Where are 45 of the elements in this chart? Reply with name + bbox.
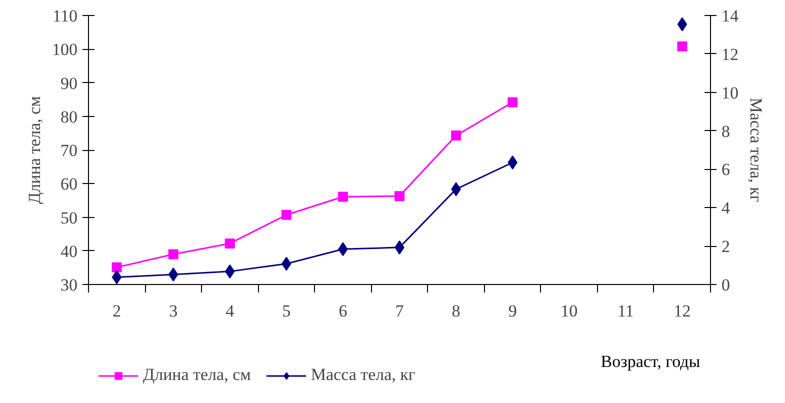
y2-tick-label: 8 (722, 122, 730, 141)
y-tick-label: 90 (60, 74, 78, 93)
legend-label: Масса тела, кг (310, 365, 416, 385)
point (677, 17, 688, 32)
y-tick-label: 80 (60, 107, 78, 126)
y2-tick-label: 6 (722, 160, 730, 180)
y2-tick-label: 14 (722, 6, 739, 26)
point (338, 192, 348, 202)
y-tick-label: 110 (52, 6, 78, 26)
x-tick-label: 12 (674, 302, 691, 320)
x-axis-title: Возраст, годы (600, 352, 701, 371)
x-tick-label: 9 (508, 302, 517, 320)
point (677, 41, 688, 52)
point (224, 238, 235, 248)
point (112, 270, 122, 284)
y-tick-label: 70 (60, 141, 78, 160)
point (508, 97, 518, 108)
legend-label: Длина тела, см (143, 365, 251, 385)
point (451, 130, 462, 141)
x-tick-label: 7 (395, 302, 404, 320)
y-tick-label: 50 (60, 208, 78, 228)
point (168, 268, 178, 282)
point (394, 191, 404, 202)
x-tick-label: 5 (282, 302, 291, 320)
y2-tick-label: 0 (722, 276, 730, 294)
x-tick-label: 8 (452, 302, 460, 320)
y2-tick-label: 12 (722, 44, 738, 64)
y-tick-label: 30 (60, 276, 78, 294)
x-tick-label: 6 (338, 302, 348, 320)
y2-axis-title: Масса тела, кг (746, 98, 766, 202)
y-tick-label: 100 (52, 40, 78, 60)
y2-tick-label: 2 (722, 237, 730, 256)
x-tick-label: 2 (112, 302, 122, 320)
y2-tick-label: 4 (722, 198, 730, 218)
x-tick-label: 3 (169, 302, 178, 320)
y2-tick-label: 10 (722, 83, 738, 102)
y-tick-label: 60 (60, 174, 78, 194)
x-tick-label: 10 (560, 302, 578, 320)
point (281, 210, 292, 220)
point (112, 262, 122, 272)
x-tick-label: 11 (617, 302, 634, 320)
y-tick-label: 40 (60, 242, 78, 261)
y-axis-title: Длина тела, см (25, 96, 44, 204)
x-tick-label: 4 (226, 302, 235, 320)
point (168, 249, 178, 260)
